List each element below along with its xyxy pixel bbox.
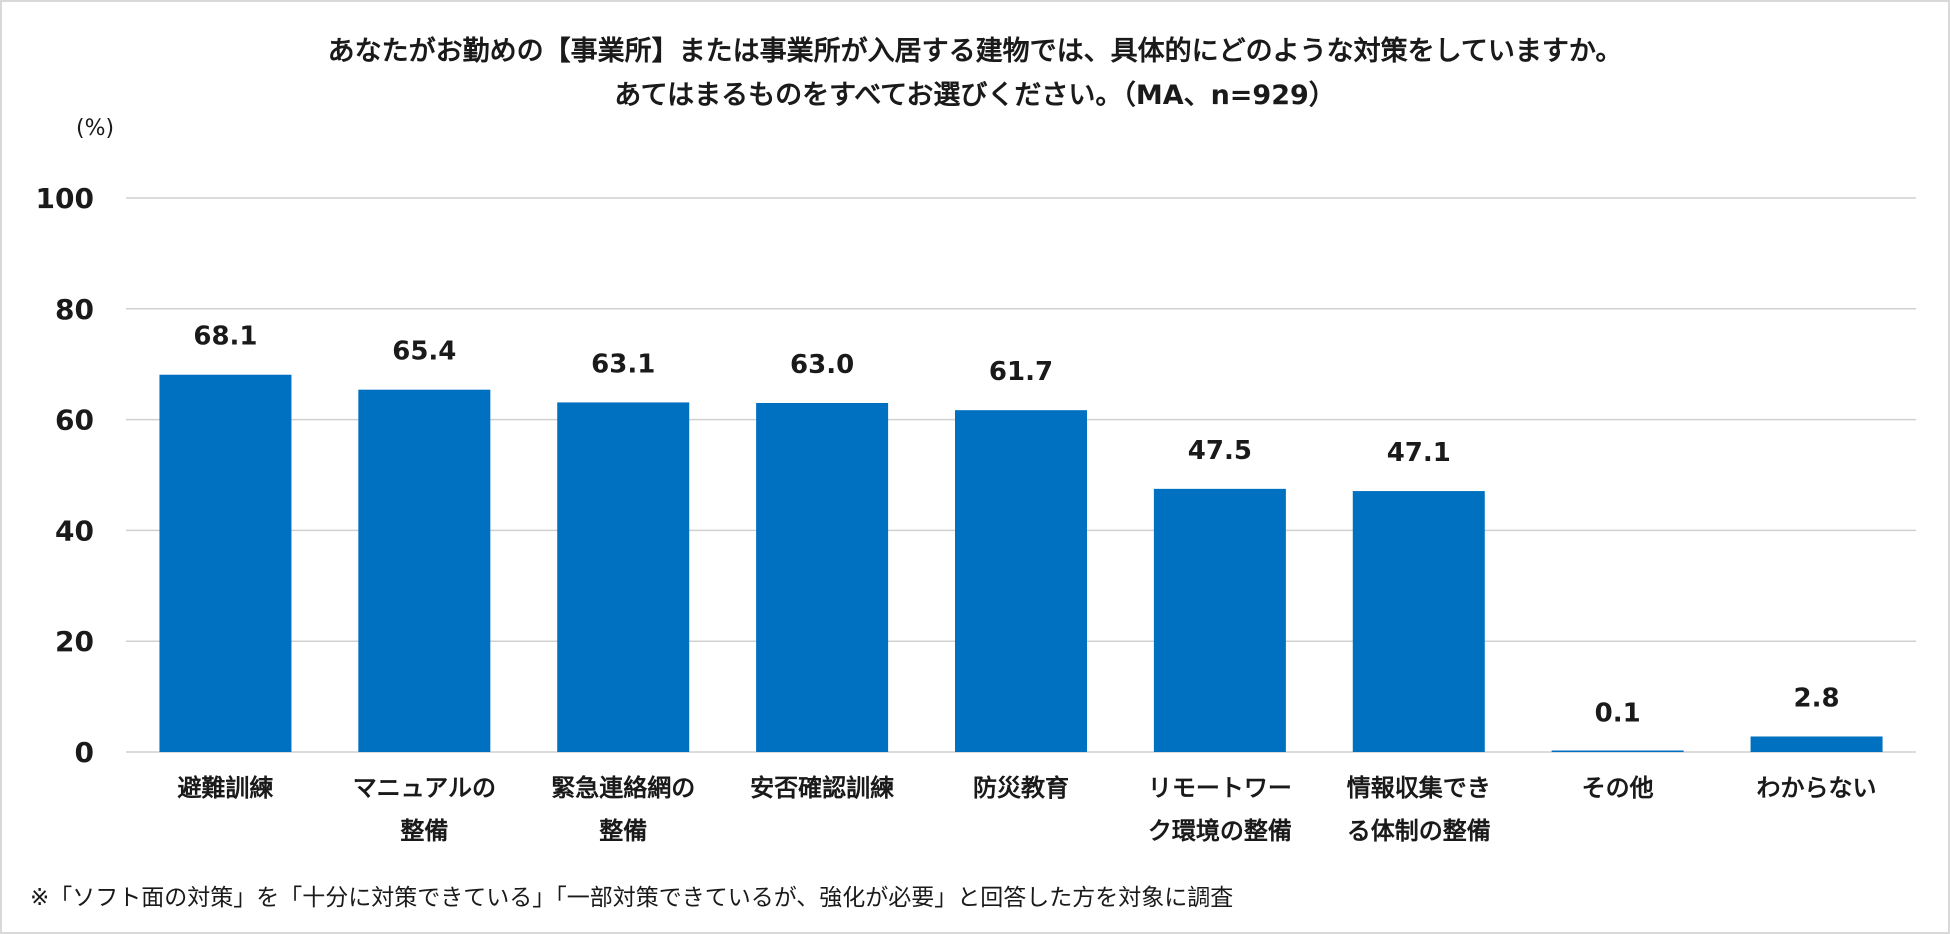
bar-2: [557, 402, 690, 752]
x-tick-label-2-line-1: 整備: [599, 817, 647, 845]
chart-title-line2: あてはまるものをすべてお選びください。（MA、n=929）: [614, 80, 1336, 111]
data-label-7: 0.1: [1595, 698, 1641, 728]
data-label-0: 68.1: [193, 322, 257, 352]
x-tick-label-1-line-1: 整備: [400, 817, 448, 845]
x-tick-label-3-line-0: 安否確認訓練: [750, 774, 894, 802]
x-tick-label-5-line-1: ク環境の整備: [1148, 817, 1292, 845]
x-tick-label-0-line-0: 避難訓練: [177, 774, 273, 802]
y-axis-unit-label: (%): [76, 116, 115, 141]
footnote: ※「ソフト面の対策」を「十分に対策できている」「一部対策できているが、強化が必要…: [30, 885, 1234, 911]
x-tick-label-4-line-0: 防災教育: [973, 774, 1069, 802]
bar-4: [955, 410, 1087, 752]
bar-7: [1551, 750, 1684, 752]
bar-6: [1352, 491, 1485, 752]
x-tick-label-1-line-0: マニュアルの: [353, 774, 496, 802]
data-label-8: 2.8: [1794, 683, 1840, 713]
x-tick-label-6-line-1: る体制の整備: [1347, 817, 1491, 845]
y-tick-label-100: 100: [36, 182, 94, 215]
x-tick-label-7-line-0: その他: [1582, 774, 1654, 802]
data-label-6: 47.1: [1387, 438, 1451, 468]
y-tick-label-60: 60: [55, 404, 94, 437]
data-label-5: 47.5: [1188, 436, 1252, 466]
y-tick-label-20: 20: [55, 625, 94, 658]
bar-5: [1153, 488, 1286, 752]
bar-3: [756, 402, 889, 752]
data-label-3: 63.0: [790, 350, 854, 380]
x-tick-label-6-line-0: 情報収集でき: [1347, 774, 1491, 802]
bar-8: [1750, 736, 1883, 752]
y-tick-label-0: 0: [75, 736, 94, 769]
bar-0: [159, 374, 292, 752]
y-tick-label-40: 40: [55, 514, 94, 547]
chart-title: あなたがお勤めの【事業所】または事業所が入居する建物では、具体的にどのような対策…: [0, 30, 1950, 118]
data-label-1: 65.4: [392, 337, 456, 367]
bar-1: [358, 389, 491, 752]
data-label-4: 61.7: [989, 357, 1053, 387]
chart-title-line1: あなたがお勤めの【事業所】または事業所が入居する建物では、具体的にどのような対策…: [327, 36, 1623, 67]
x-tick-label-5-line-0: リモートワー: [1148, 774, 1292, 802]
y-tick-label-80: 80: [55, 293, 94, 326]
x-tick-label-2-line-0: 緊急連絡網の: [551, 774, 695, 802]
x-tick-label-8-line-0: わからない: [1757, 774, 1877, 802]
data-label-2: 63.1: [591, 349, 655, 379]
